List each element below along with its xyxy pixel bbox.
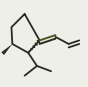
Polygon shape [1, 44, 12, 55]
